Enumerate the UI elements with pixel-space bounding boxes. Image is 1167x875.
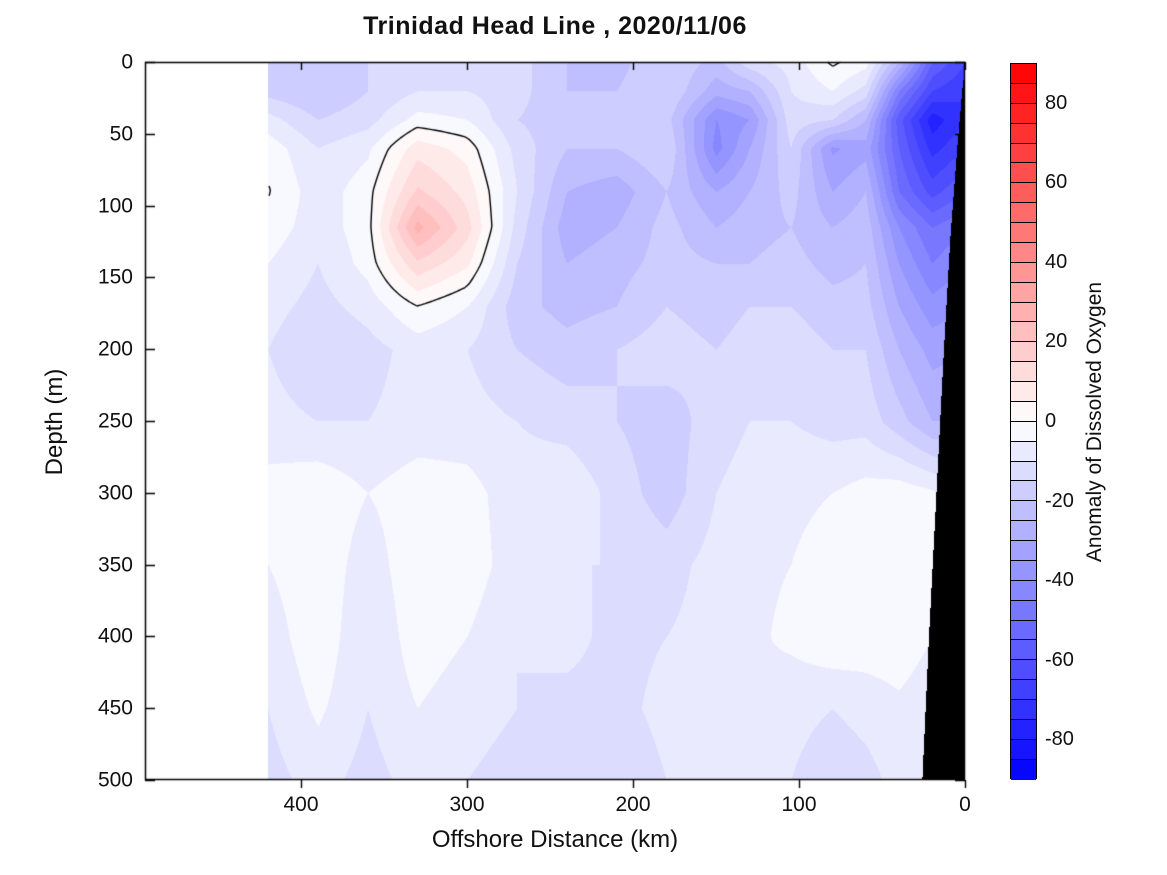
colorbar-segment — [1011, 521, 1036, 541]
colorbar-segment — [1011, 103, 1036, 124]
chart-title: Trinidad Head Line , 2020/11/06 — [363, 12, 747, 40]
y-tick-label: 50 — [109, 122, 133, 146]
colorbar-segment — [1011, 620, 1036, 641]
colorbar-segment — [1011, 262, 1036, 283]
colorbar-segment — [1011, 143, 1036, 164]
colorbar-tick-label: 80 — [1045, 91, 1068, 114]
colorbar-segment — [1011, 382, 1036, 402]
x-tick-label: 400 — [283, 793, 319, 816]
colorbar-segment — [1011, 719, 1036, 740]
y-tick-label: 100 — [97, 194, 133, 218]
colorbar-segment — [1011, 163, 1036, 184]
colorbar-tick-label: 0 — [1045, 410, 1057, 432]
x-tick-label: 300 — [449, 793, 485, 816]
colorbar-segment — [1011, 362, 1036, 382]
y-tick-label: 200 — [97, 337, 133, 361]
colorbar-tick-label: 20 — [1045, 330, 1068, 353]
colorbar-tick-label: -60 — [1045, 648, 1074, 671]
colorbar-segment — [1011, 242, 1036, 263]
colorbar-label: Anomaly of Dissolved Oxygen — [1083, 281, 1106, 563]
colorbar-segment — [1011, 580, 1036, 601]
x-axis-label: Offshore Distance (km) — [431, 826, 679, 853]
colorbar-segment — [1011, 640, 1036, 661]
colorbar-segment — [1011, 302, 1036, 323]
colorbar-segment — [1011, 461, 1036, 482]
colorbar-segment — [1011, 64, 1036, 84]
y-tick-label: 400 — [97, 624, 133, 648]
colorbar-tick-label: -40 — [1045, 569, 1074, 592]
colorbar-segment — [1011, 600, 1036, 621]
colorbar-segment — [1011, 123, 1036, 144]
colorbar-segment — [1011, 203, 1036, 223]
colorbar-segment — [1011, 421, 1036, 442]
x-tick-label: 200 — [615, 793, 651, 816]
colorbar-segment — [1011, 759, 1036, 780]
colorbar-segment — [1011, 441, 1036, 462]
y-tick-label: 0 — [121, 50, 133, 74]
colorbar-tick-label: -80 — [1045, 728, 1074, 751]
colorbar-segment — [1011, 680, 1036, 700]
colorbar-segment — [1011, 501, 1036, 522]
colorbar-segment — [1011, 541, 1036, 561]
y-tick-label: 150 — [97, 265, 133, 289]
colorbar-tick-label: 60 — [1045, 171, 1068, 194]
colorbar-segment — [1011, 342, 1036, 363]
y-tick-label: 500 — [97, 768, 133, 792]
colorbar-segment — [1011, 83, 1036, 104]
y-tick-label: 450 — [97, 696, 133, 720]
colorbar-segment — [1011, 223, 1036, 243]
colorbar-segment — [1011, 481, 1036, 502]
y-axis-label: Depth (m) — [41, 368, 68, 476]
y-tick-label: 300 — [97, 481, 133, 505]
colorbar-segment — [1011, 560, 1036, 581]
colorbar-segment — [1011, 700, 1036, 720]
colorbar-tick-label: 40 — [1045, 250, 1068, 273]
x-tick-label: 100 — [781, 793, 817, 816]
colorbar-segment — [1011, 739, 1036, 760]
colorbar-tick-label: -20 — [1045, 489, 1074, 512]
colorbar-segment — [1011, 322, 1036, 343]
colorbar-segment — [1011, 660, 1036, 681]
y-tick-label: 350 — [97, 553, 133, 577]
colorbar-segment — [1011, 183, 1036, 204]
colorbar-segment — [1011, 401, 1036, 422]
y-tick-label: 250 — [97, 409, 133, 433]
x-tick-label: 0 — [959, 793, 971, 816]
colorbar-segment — [1011, 282, 1036, 303]
colorbar — [1010, 63, 1037, 780]
